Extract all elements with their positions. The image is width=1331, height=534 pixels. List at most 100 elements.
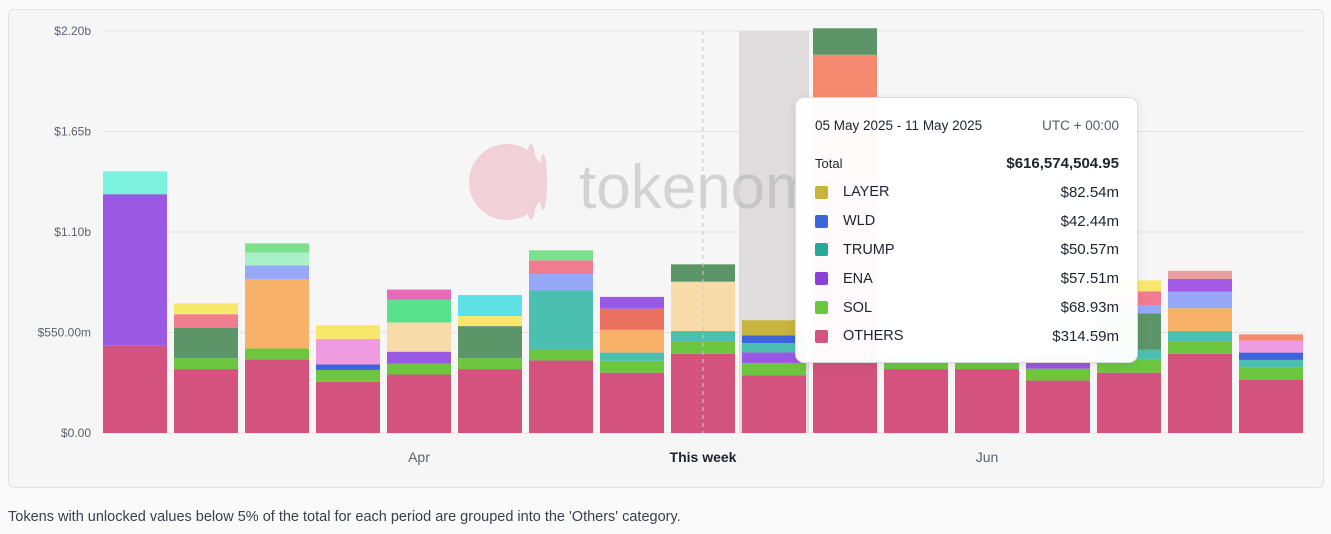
- bar-segment[interactable]: [742, 320, 806, 336]
- bar-stack[interactable]: [742, 320, 806, 433]
- bar-segment[interactable]: [1168, 291, 1232, 309]
- bar-segment[interactable]: [600, 329, 664, 353]
- y-tick-label: $1.10b: [54, 225, 91, 239]
- bar-segment[interactable]: [245, 278, 309, 349]
- bar-segment[interactable]: [174, 327, 238, 359]
- tooltip-row-value: $42.44m: [1060, 212, 1119, 230]
- bar-segment[interactable]: [600, 308, 664, 330]
- bar-segment[interactable]: [600, 296, 664, 309]
- bar-segment[interactable]: [458, 316, 522, 327]
- bar-segment[interactable]: [103, 171, 167, 195]
- bar-stack[interactable]: [955, 356, 1019, 433]
- bar-segment[interactable]: [103, 194, 167, 346]
- tooltip-total-value: $616,574,504.95: [1006, 154, 1119, 172]
- bar-segment[interactable]: [742, 352, 806, 363]
- bar-segment[interactable]: [387, 363, 451, 375]
- bar-segment[interactable]: [1097, 359, 1161, 373]
- bar-segment[interactable]: [458, 369, 522, 433]
- bar-segment[interactable]: [529, 274, 593, 291]
- bar-stack[interactable]: [1168, 270, 1232, 433]
- bar-segment[interactable]: [174, 369, 238, 433]
- bar-segment[interactable]: [387, 299, 451, 323]
- bar-segment[interactable]: [600, 372, 664, 433]
- bar-segment[interactable]: [742, 343, 806, 353]
- bar-segment[interactable]: [1168, 278, 1232, 292]
- bar-segment[interactable]: [174, 314, 238, 328]
- bar-segment[interactable]: [387, 351, 451, 364]
- bar-segment[interactable]: [1168, 331, 1232, 342]
- bar-segment[interactable]: [387, 322, 451, 352]
- legend-swatch-layer: [815, 185, 828, 199]
- bar-segment[interactable]: [742, 335, 806, 344]
- bar-segment[interactable]: [1239, 340, 1303, 353]
- bar-segment[interactable]: [458, 358, 522, 370]
- tooltip-row-ena: ENA $57.51m: [815, 264, 1119, 293]
- footnote: Tokens with unlocked values below 5% of …: [8, 509, 681, 525]
- tooltip-total-label: Total: [815, 155, 843, 171]
- bar-segment[interactable]: [316, 369, 380, 382]
- bar-segment[interactable]: [1168, 308, 1232, 332]
- bar-segment[interactable]: [316, 364, 380, 370]
- bar-segment[interactable]: [1026, 368, 1090, 381]
- bar-stack[interactable]: [1239, 334, 1303, 433]
- bar-stack[interactable]: [529, 250, 593, 433]
- tooltip-row-value: $57.51m: [1060, 270, 1119, 288]
- bar-segment[interactable]: [387, 374, 451, 433]
- bar-segment[interactable]: [245, 359, 309, 433]
- bar-segment[interactable]: [529, 260, 593, 275]
- legend-swatch-sol: [815, 301, 828, 315]
- bar-segment[interactable]: [1239, 380, 1303, 433]
- bar-segment[interactable]: [245, 265, 309, 279]
- tooltip-row-name: ENA: [843, 270, 873, 287]
- bar-segment[interactable]: [174, 358, 238, 370]
- bar-segment[interactable]: [1168, 353, 1232, 433]
- bar-stack[interactable]: [884, 356, 948, 433]
- tooltip-row-name: SOL: [843, 299, 873, 316]
- bar-stack[interactable]: [458, 295, 522, 433]
- bar-stack[interactable]: [671, 264, 735, 433]
- bar-segment[interactable]: [600, 352, 664, 361]
- bar-segment[interactable]: [174, 303, 238, 315]
- bar-segment[interactable]: [1239, 367, 1303, 381]
- bar-segment[interactable]: [529, 360, 593, 433]
- bar-segment[interactable]: [316, 381, 380, 433]
- bar-segment[interactable]: [245, 348, 309, 360]
- bar-segment[interactable]: [671, 341, 735, 354]
- bar-segment[interactable]: [458, 295, 522, 317]
- bar-segment[interactable]: [742, 375, 806, 433]
- bar-segment[interactable]: [529, 348, 593, 361]
- bar-segment[interactable]: [600, 360, 664, 373]
- bar-segment[interactable]: [387, 289, 451, 300]
- bar-segment[interactable]: [316, 325, 380, 339]
- tooltip-row-others: OTHERS $314.59m: [815, 322, 1119, 351]
- bar-segment[interactable]: [1026, 380, 1090, 433]
- bar-segment[interactable]: [529, 290, 593, 349]
- bar-segment[interactable]: [884, 369, 948, 433]
- tooltip: 05 May 2025 - 11 May 2025 UTC + 00:00 To…: [795, 97, 1138, 363]
- bar-segment[interactable]: [245, 252, 309, 266]
- bar-segment[interactable]: [316, 338, 380, 365]
- bar-stack[interactable]: [316, 325, 380, 433]
- bar-segment[interactable]: [103, 345, 167, 433]
- tooltip-row-layer: LAYER $82.54m: [815, 178, 1119, 207]
- y-tick-label: $1.65b: [54, 125, 91, 139]
- bar-segment[interactable]: [1168, 270, 1232, 279]
- bar-stack[interactable]: [174, 303, 238, 433]
- y-tick-label: $2.20b: [54, 24, 91, 38]
- bar-segment[interactable]: [1239, 352, 1303, 360]
- bar-segment[interactable]: [1168, 341, 1232, 354]
- bar-stack[interactable]: [387, 289, 451, 433]
- bar-stack[interactable]: [103, 171, 167, 433]
- bar-stack[interactable]: [1026, 355, 1090, 433]
- bar-stack[interactable]: [245, 243, 309, 433]
- bar-segment[interactable]: [742, 362, 806, 376]
- bar-segment[interactable]: [458, 326, 522, 359]
- bar-segment[interactable]: [813, 28, 877, 55]
- bar-stack[interactable]: [600, 296, 664, 433]
- bar-segment[interactable]: [245, 243, 309, 253]
- bar-segment[interactable]: [529, 250, 593, 261]
- bar-segment[interactable]: [955, 369, 1019, 433]
- bar-segment[interactable]: [1097, 372, 1161, 433]
- bar-segment[interactable]: [1239, 334, 1303, 341]
- bar-segment[interactable]: [1239, 359, 1303, 368]
